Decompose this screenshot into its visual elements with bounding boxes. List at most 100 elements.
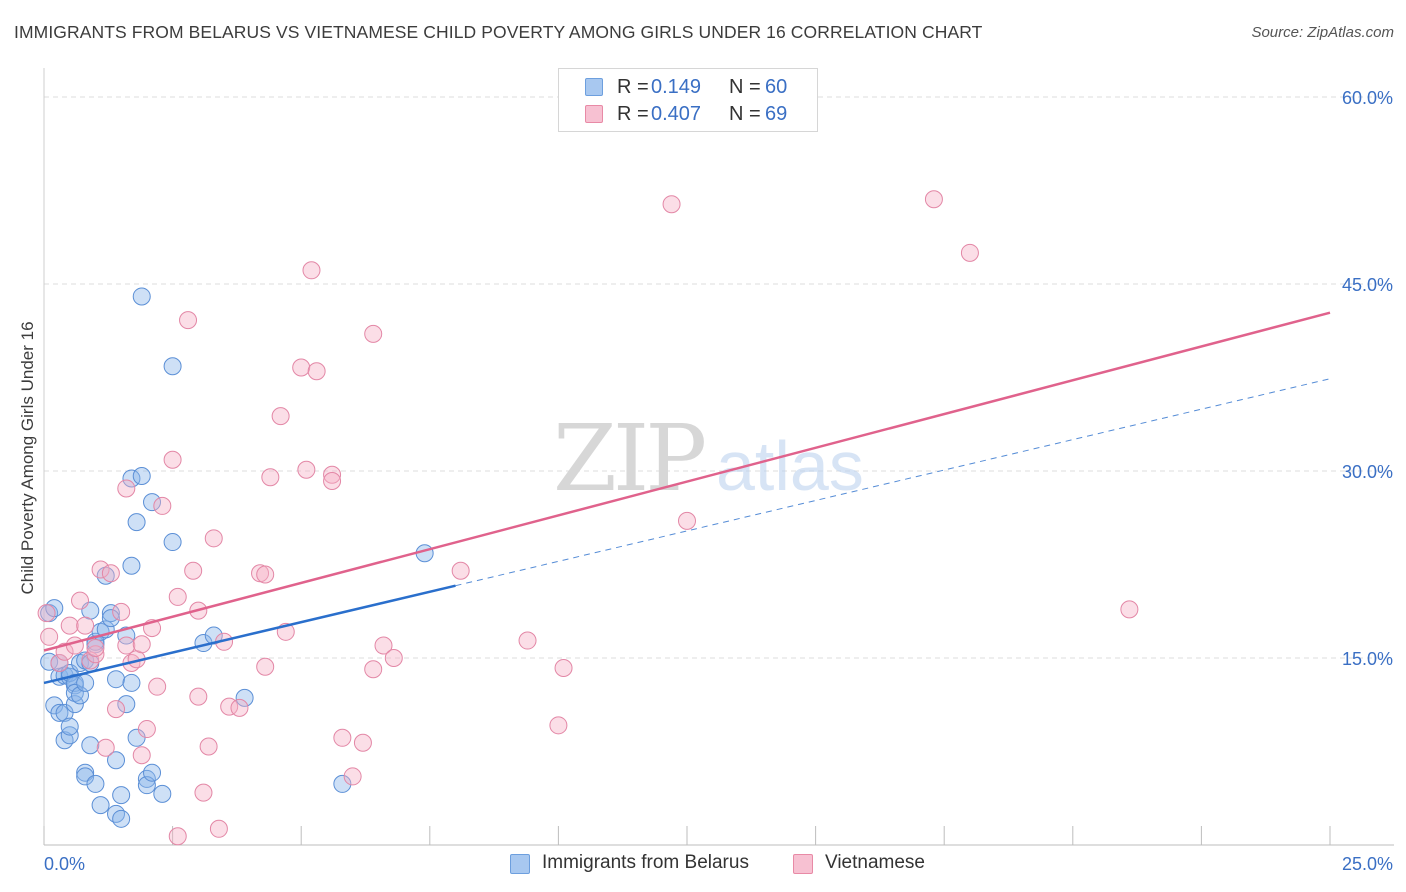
legend-label-vietnamese: Vietnamese [825,852,925,873]
belarus-point [76,673,95,692]
vietnamese-point [76,616,95,635]
vietnamese-point [678,511,696,530]
belarus-point [112,809,131,828]
vietnamese-point [168,827,187,846]
vietnamese-point [662,195,681,214]
belarus-point [235,688,254,707]
vietnamese-point [271,407,290,426]
vietnamese-point [163,450,182,469]
scatter-points [37,190,1139,846]
vietnamese-point [384,649,403,667]
vietnamese-point [40,627,59,646]
belarus-point [76,651,95,670]
vietnamese-point [261,468,280,487]
belarus-point [333,774,352,793]
source-label: Source: ZipAtlas.com [1251,24,1394,41]
vietnamese-point [230,698,249,717]
vietnamese-point [451,561,470,580]
vietnamese-point [132,746,151,765]
n-value: 60 [765,75,788,98]
belarus-point [107,751,126,770]
r-value: 0.407 [651,102,702,125]
vietnamese-trend-line [43,311,1331,652]
vietnamese-point [204,529,223,548]
belarus-point [117,695,136,714]
watermark-atlas: atlas [716,427,864,505]
x-tick-label: 25.0% [1342,854,1393,874]
stats-box: R = 0.149 N = 60 R = 0.407 N = 69 [558,68,818,132]
vietnamese-point [112,602,131,621]
x-tick-label: 0.0% [44,854,85,874]
belarus-point [163,357,182,376]
vietnamese-point [194,783,213,802]
n-label: N = [729,102,761,125]
r-label: R = [617,102,649,125]
vietnamese-point [554,658,573,677]
vietnamese-point [117,479,136,498]
vietnamese-point [184,561,203,580]
belarus-point [107,670,126,689]
vietnamese-point [256,565,275,584]
belarus-point [122,673,141,692]
belarus-point [50,703,69,722]
y-tick-label: 45.0% [1342,275,1393,295]
belarus-point [91,796,110,815]
vietnamese-point [199,737,218,756]
vietnamese-point [117,636,136,655]
belarus-point [86,774,105,793]
belarus-point [107,804,126,823]
vietnamese-point [132,635,151,654]
legend-swatch-belarus [510,854,530,874]
stats-swatch-vietnamese [585,105,603,123]
belarus-point [71,653,90,672]
belarus-point [122,469,141,488]
vietnamese-point [364,660,383,679]
vietnamese-point [333,728,352,747]
legend-swatch-vietnamese [793,854,813,874]
belarus-point [153,784,172,803]
vietnamese-point [96,738,115,757]
legend-label-belarus: Immigrants from Belarus [542,852,749,873]
vietnamese-point [168,587,187,606]
belarus-point [117,626,136,645]
vietnamese-point [1120,600,1139,619]
vietnamese-point [209,819,228,838]
vietnamese-point [960,243,979,262]
trend-lines [43,311,1331,685]
belarus-point [81,736,100,755]
belarus-point [127,513,146,532]
belarus-point [122,556,141,575]
vietnamese-point [37,604,56,623]
n-value: 69 [765,102,788,125]
vietnamese-point [50,653,69,672]
stats-swatch-belarus [585,78,603,96]
vietnamese-point [297,460,316,479]
vietnamese-point [60,616,79,635]
chart-title: IMMIGRANTS FROM BELARUS VS VIETNAMESE CH… [14,22,983,42]
vietnamese-point [302,261,321,280]
belarus-point [60,717,79,736]
belarus-trend-line [43,584,456,685]
belarus-point [55,731,74,750]
vietnamese-point [374,636,393,655]
belarus-point [112,786,131,805]
belarus-point [143,763,162,782]
belarus-point [132,287,151,306]
tick-labels: 15.0% 30.0% 45.0% 60.0% 0.0% 25.0% [44,88,1393,874]
vietnamese-point [323,465,342,484]
belarus-point [132,466,151,485]
vietnamese-point [71,591,90,610]
watermark: ZIP atlas [553,405,864,512]
vietnamese-point [518,631,537,650]
belarus-point [163,533,182,552]
belarus-point [76,763,95,782]
vietnamese-point [307,362,326,381]
y-axis-label: Child Poverty Among Girls Under 16 [18,321,37,594]
vietnamese-point [91,560,110,579]
vietnamese-point [148,677,167,696]
y-tick-label: 15.0% [1342,649,1393,669]
vietnamese-point [256,657,275,676]
vietnamese-point [924,190,943,209]
vietnamese-point [153,496,172,515]
